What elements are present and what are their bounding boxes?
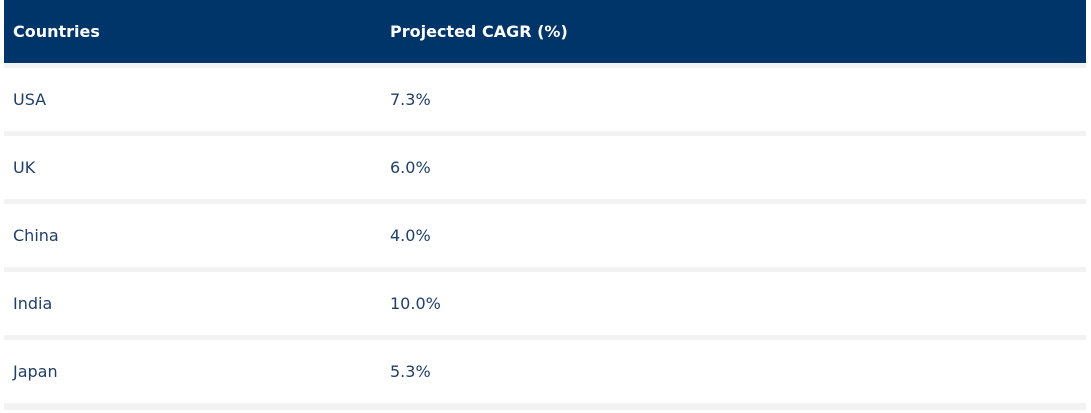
country-cell: USA <box>13 90 47 109</box>
header-projected-cagr: Projected CAGR (%) <box>390 22 568 41</box>
table-row: Japan 5.3% <box>4 340 1086 403</box>
country-cell: China <box>13 226 59 245</box>
table-row: USA 7.3% <box>4 68 1086 131</box>
header-countries: Countries <box>13 22 100 41</box>
cagr-cell: 7.3% <box>390 90 431 109</box>
cagr-cell: 10.0% <box>390 294 441 313</box>
table-row: China 4.0% <box>4 204 1086 267</box>
cagr-table: Countries Projected CAGR (%) USA 7.3% UK… <box>4 0 1086 410</box>
cagr-cell: 4.0% <box>390 226 431 245</box>
table-header: Countries Projected CAGR (%) <box>4 0 1086 63</box>
table-row: UK 6.0% <box>4 136 1086 199</box>
country-cell: UK <box>13 158 36 177</box>
cagr-cell: 6.0% <box>390 158 431 177</box>
country-cell: Japan <box>13 362 58 381</box>
country-cell: India <box>13 294 53 313</box>
cagr-cell: 5.3% <box>390 362 431 381</box>
table-row: India 10.0% <box>4 272 1086 335</box>
